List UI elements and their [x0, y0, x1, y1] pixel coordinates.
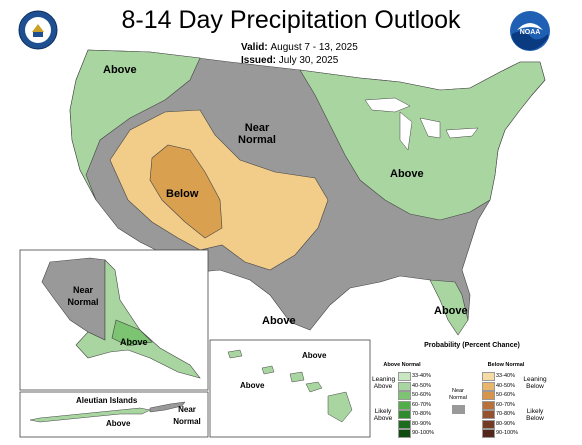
legend-above-swatch-6 [398, 429, 411, 438]
legend-below-swatch-2 [482, 391, 495, 400]
legend-above-swatch-label-5: 80-90% [412, 420, 431, 427]
legend-above-swatch-2 [398, 391, 411, 400]
issued-line: Issued: July 30, 2025 [241, 55, 338, 66]
above-nw-region [69, 49, 201, 201]
legend-above-swatch-label-6: 90-100% [412, 430, 435, 436]
legend-below-swatch-6 [482, 429, 495, 438]
legend-above-swatch-4 [398, 410, 411, 419]
legend-above-swatch-5 [398, 419, 411, 429]
legend-below-swatch-0 [482, 372, 495, 381]
legend-below-swatch-label-4: 70-80% [496, 411, 515, 417]
legend-leaning-below: Leaning Below [523, 376, 547, 390]
label-alaska-near-normal: Near Normal [67, 285, 99, 307]
legend-below-swatch-4 [482, 410, 495, 419]
legend-below-header: Below Normal [487, 362, 525, 368]
great-lakes [364, 97, 479, 151]
legend-below-swatch-3 [482, 400, 495, 410]
map-title: 8-14 Day Precipitation Outlook [121, 6, 461, 34]
label-above-texas: Above [262, 315, 296, 327]
alaska-above [75, 259, 201, 379]
label-aleutian-near-normal: Near Normal [173, 405, 201, 426]
hawaii-islands [227, 349, 353, 423]
legend: Probability (Percent Chance) Above Norma… [372, 342, 578, 440]
below-medium-region [149, 144, 223, 239]
label-above-nw: Above [103, 64, 137, 76]
aleutian-near-normal-part [149, 401, 186, 413]
label-aleutian-above: Above [106, 419, 131, 428]
label-alaska-above: Above [120, 337, 148, 347]
label-above-florida: Above [434, 305, 468, 317]
legend-above-swatch-0 [398, 372, 411, 381]
legend-above-swatch-label-0: 33-40% [412, 373, 431, 379]
above-east-region [299, 61, 546, 221]
legend-below-swatch-label-6: 90-100% [496, 430, 519, 436]
legend-near-normal-label: Near Normal [449, 388, 467, 401]
legend-below-swatch-label-0: 33-40% [496, 373, 515, 379]
issued-value: July 30, 2025 [278, 55, 339, 66]
legend-above-swatch-label-4: 70-80% [412, 411, 431, 417]
noaa-logo-text: NOAA [520, 29, 541, 36]
above-florida-region [429, 279, 469, 336]
label-below-sw: Below [166, 188, 199, 200]
doc-seal-icon [18, 10, 58, 50]
legend-below-swatch-label-3: 60-70% [496, 401, 515, 408]
legend-title: Probability (Percent Chance) [424, 342, 520, 349]
valid-value: August 7 - 13, 2025 [270, 42, 358, 53]
valid-line: Valid: August 7 - 13, 2025 [241, 42, 358, 53]
legend-below-swatch-label-5: 80-90% [496, 420, 515, 427]
label-hawaii-above-2: Above [240, 381, 265, 390]
legend-below-swatch-5 [482, 419, 495, 429]
alaska-above-darker [111, 319, 153, 347]
valid-label: Valid: [241, 42, 268, 53]
label-above-east: Above [390, 168, 424, 180]
legend-above-swatch-3 [398, 400, 411, 410]
label-aleutian-title: Aleutian Islands [76, 396, 138, 405]
legend-likely-below: Likely Below [526, 408, 544, 422]
legend-above-swatch-label-1: 40-50% [412, 382, 431, 389]
noaa-logo-icon: NOAA [510, 11, 550, 51]
legend-above-header: Above Normal [383, 362, 421, 368]
label-near-normal-central: Near Normal [238, 122, 276, 146]
legend-below-swatch-label-2: 50-60% [496, 392, 515, 398]
legend-above-swatch-1 [398, 381, 411, 391]
legend-leaning-above: Leaning Above [372, 376, 396, 390]
legend-above-swatch-label-3: 60-70% [412, 401, 431, 408]
legend-likely-above: Likely Above [373, 408, 393, 422]
legend-below-swatch-1 [482, 381, 495, 391]
issued-label: Issued: [241, 55, 277, 66]
label-hawaii-above-1: Above [302, 351, 327, 360]
legend-below-swatch-label-1: 40-50% [496, 382, 515, 389]
legend-above-swatch-label-2: 50-60% [412, 392, 431, 398]
legend-near-normal-swatch [452, 405, 465, 414]
